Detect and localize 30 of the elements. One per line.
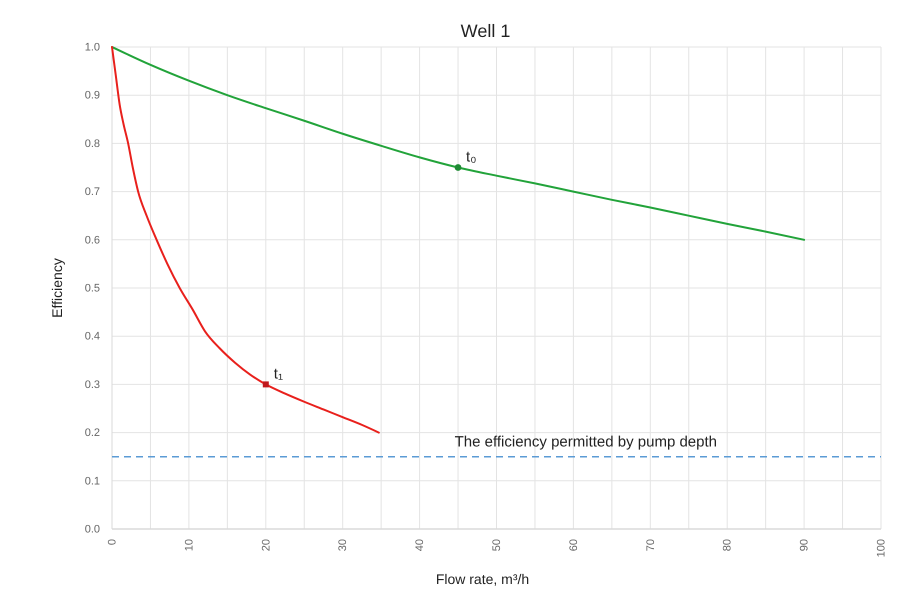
ref-line-label: The efficiency permitted by pump depth (454, 434, 717, 451)
y-tick-label: 0.8 (84, 138, 100, 150)
y-tick-label: 0.4 (84, 330, 100, 343)
x-tick-label: 60 (568, 539, 580, 552)
y-tick-label: 0.6 (84, 234, 100, 246)
x-tick-label: 30 (337, 539, 350, 552)
line-series (111, 46, 380, 434)
y-tick-label: 0.1 (84, 475, 100, 488)
y-tick-label: 0.2 (84, 427, 100, 440)
x-tick-label: 100 (876, 539, 888, 558)
y-tick-label: 0.3 (84, 378, 100, 391)
y-tick-label: 1.0 (84, 42, 100, 54)
chart-title: Well 1 (460, 21, 510, 41)
annotation: t₁ (274, 365, 284, 382)
y-tick-label: 0.9 (84, 90, 100, 102)
x-tick-label: 0 (106, 539, 119, 546)
y-tick-label: 0.7 (84, 186, 100, 198)
line-series (111, 46, 806, 241)
x-tick-label: 50 (491, 539, 504, 552)
x-tick-label: 90 (798, 539, 811, 552)
x-axis-title: Flow rate, m³/h (436, 571, 530, 587)
x-tick-label: 80 (722, 539, 734, 552)
y-tick-label: 0.0 (84, 524, 100, 536)
x-tick-label: 10 (183, 539, 196, 552)
annotation: t₀ (466, 148, 476, 166)
x-tick-label: 20 (260, 539, 272, 552)
x-tick-label: 40 (414, 539, 426, 552)
y-tick-label: 0.5 (84, 282, 100, 295)
y-axis-title: Efficiency (49, 258, 65, 318)
x-tick-label: 70 (644, 539, 657, 552)
